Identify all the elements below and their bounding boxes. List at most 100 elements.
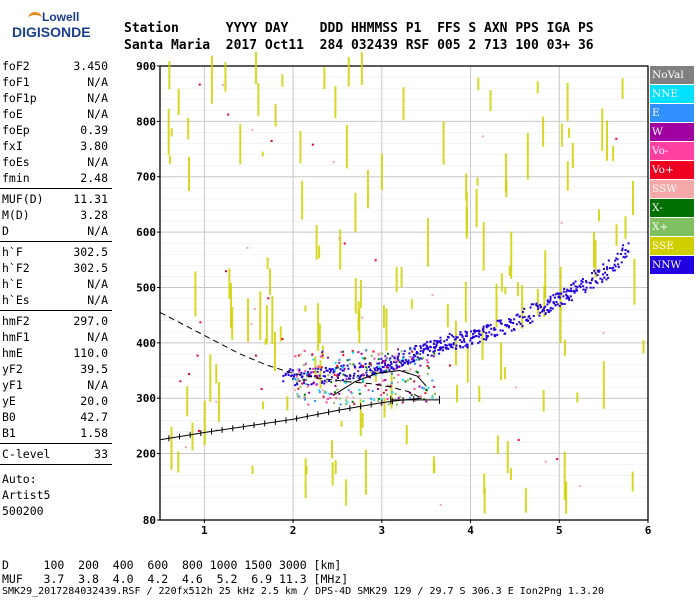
trace-point [482, 325, 485, 328]
trace-point [340, 365, 343, 368]
noise-column [516, 282, 519, 297]
param-key: fxI [2, 139, 23, 153]
noise-column [504, 286, 507, 295]
param-row: h`E N/A [2, 276, 110, 292]
trace-point [378, 362, 381, 365]
trace-point [471, 341, 474, 344]
param-value: N/A [87, 378, 108, 392]
trace-point [437, 340, 440, 343]
trace-point [292, 375, 295, 378]
echo-point [339, 403, 342, 406]
noise-column [500, 273, 503, 292]
trace-point [578, 284, 581, 287]
echo-point [418, 395, 421, 398]
y-tick-label: 900 [136, 60, 156, 73]
header-line1: Station YYYY DAY DDD HHMMSS P1 FFS S AXN… [124, 21, 594, 36]
legend-item: W [650, 123, 694, 141]
trace-point [344, 374, 347, 377]
trace-point [613, 263, 616, 266]
noise-column [186, 386, 189, 417]
trace-point [519, 322, 522, 325]
trace-point [384, 355, 387, 358]
param-value: 110.0 [73, 346, 108, 360]
trace-point [388, 369, 391, 372]
trace-point [529, 306, 532, 309]
trace-point [615, 257, 618, 260]
trace-point [499, 319, 502, 322]
trace-point [359, 376, 362, 379]
param-value: N/A [87, 107, 108, 121]
echo-point [383, 361, 386, 364]
noise-column [521, 285, 524, 329]
trace-point [439, 341, 442, 344]
trace-point [435, 344, 438, 347]
trace-point [404, 358, 407, 361]
trace-point [499, 329, 502, 332]
x-tick-label: 1 [201, 524, 208, 537]
echo-point [425, 400, 428, 403]
trace-point [607, 259, 610, 262]
trace-point [620, 261, 623, 264]
echo-point [345, 399, 348, 402]
trace-point [436, 341, 439, 344]
trace-point [412, 354, 415, 357]
trace-point [325, 369, 328, 372]
trace-point [438, 352, 441, 355]
trace-point [429, 340, 432, 343]
param-row: hmE 110.0 [2, 345, 110, 361]
noise-column [218, 381, 221, 422]
noise-column [495, 283, 498, 328]
trace-point [590, 279, 593, 282]
echo-point [404, 380, 407, 383]
trace-point [582, 285, 585, 288]
trace-point [314, 367, 317, 370]
trace-point [290, 374, 293, 377]
noise-dot [544, 460, 547, 463]
noise-column [345, 479, 348, 506]
trace-point [300, 371, 303, 374]
trace-point [485, 331, 488, 334]
trace-point [540, 306, 543, 309]
trace-point [592, 286, 595, 289]
param-row: foEs N/A [2, 154, 110, 170]
trace-point [423, 343, 426, 346]
echo-point [380, 398, 383, 401]
param-key: foF1 [2, 75, 30, 89]
trace-point [486, 324, 489, 327]
noise-column [281, 74, 284, 87]
trace-point [464, 344, 467, 347]
echo-point [325, 380, 328, 383]
param-value: 0.39 [80, 123, 108, 137]
trace-point [461, 335, 464, 338]
trace-point [493, 335, 496, 338]
noise-column [315, 225, 318, 260]
y-tick-label: 600 [136, 226, 156, 239]
trace-point [448, 343, 451, 346]
trace-point [391, 355, 394, 358]
trace-point [570, 289, 573, 292]
trace-point [593, 269, 596, 272]
trace-point [403, 361, 406, 364]
echo-point [297, 395, 300, 398]
trace-point [515, 323, 518, 326]
trace-point [407, 359, 410, 362]
trace-point [558, 304, 561, 307]
echo-point [294, 378, 297, 381]
trace-point [442, 346, 445, 349]
trace-point [490, 327, 493, 330]
trace-point [596, 274, 599, 277]
noise-dot [179, 380, 182, 383]
echo-point [307, 403, 310, 406]
echo-point [431, 379, 434, 382]
noise-column [340, 420, 343, 427]
echo-point [415, 358, 418, 361]
trace-point [544, 305, 547, 308]
echo-point [326, 356, 329, 359]
echo-point [298, 379, 301, 382]
trace-point [470, 330, 473, 333]
trace-point [602, 267, 605, 270]
noise-dot [615, 137, 618, 140]
noise-dot [251, 129, 254, 132]
noise-column [262, 401, 265, 409]
noise-column [304, 305, 307, 312]
